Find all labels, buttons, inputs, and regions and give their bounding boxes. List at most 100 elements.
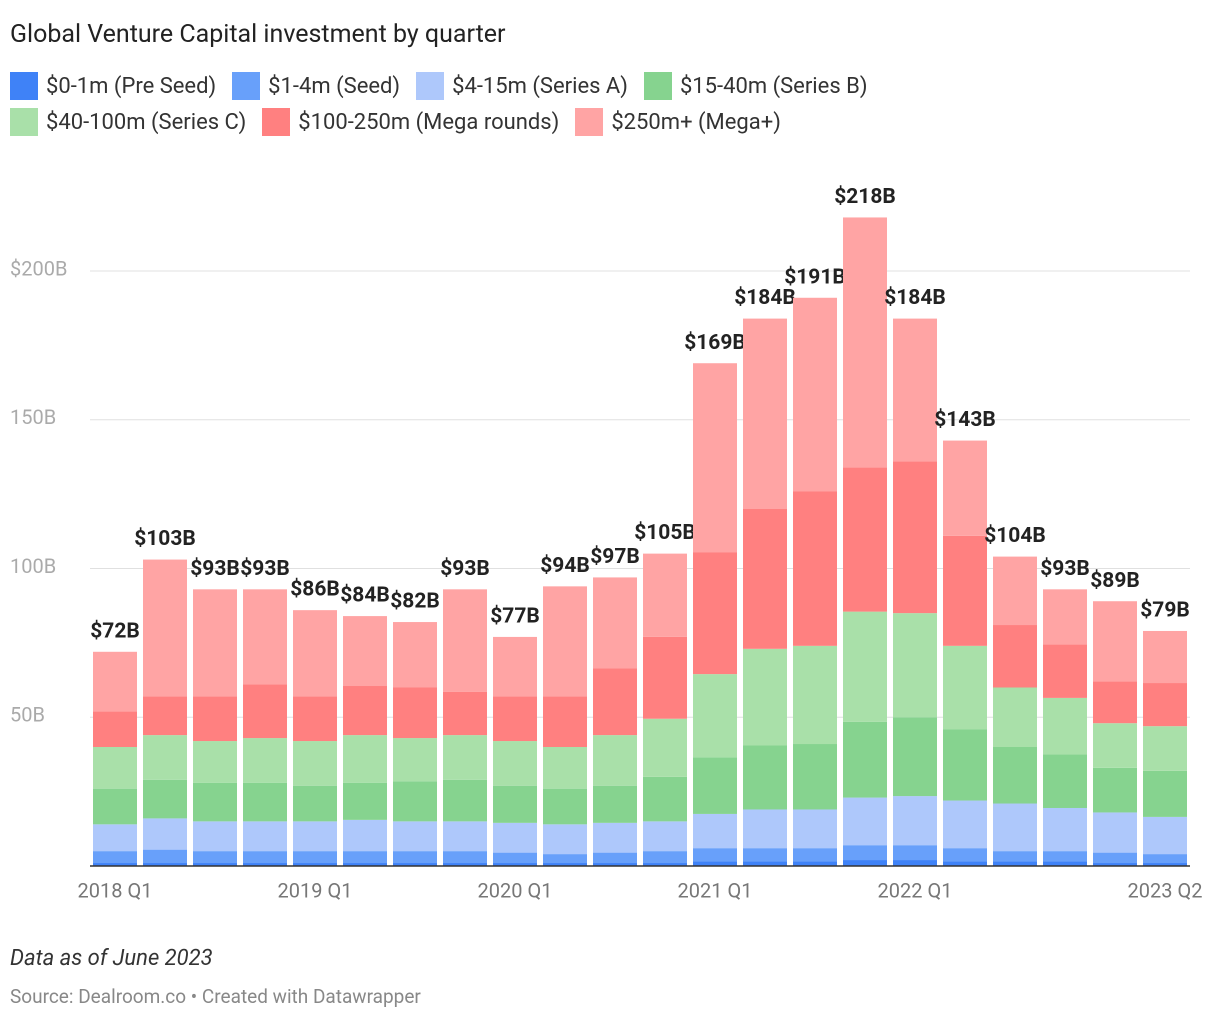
total-label: $143B xyxy=(934,408,996,432)
bar-segment xyxy=(193,821,237,852)
bar-segment xyxy=(243,821,287,852)
bar-segment xyxy=(93,711,137,747)
bar-segment xyxy=(143,818,187,850)
y-tick-label: 150B xyxy=(10,405,56,429)
bar-segment xyxy=(343,686,387,736)
bar-segment xyxy=(1043,754,1087,808)
bar-segment xyxy=(343,782,387,820)
bar-segment xyxy=(593,668,637,736)
bar-segment xyxy=(93,651,137,712)
bar-segment xyxy=(943,440,987,536)
total-label: $84B xyxy=(340,584,390,608)
bar-segment xyxy=(893,461,937,614)
bar-segment xyxy=(893,796,937,846)
bar-segment xyxy=(243,684,287,739)
legend-swatch xyxy=(10,72,38,100)
bar-segment xyxy=(393,781,437,822)
total-label: $77B xyxy=(490,604,540,628)
bar-segment xyxy=(293,785,337,822)
bar-segment xyxy=(843,611,887,722)
bar-segment xyxy=(93,788,137,825)
total-label: $72B xyxy=(90,619,140,643)
x-tick-label: 2023 Q2 xyxy=(1128,878,1203,902)
bar-segment xyxy=(143,696,187,736)
bar-segment xyxy=(543,586,587,697)
bar-segment xyxy=(943,535,987,646)
bar-segment xyxy=(1093,812,1137,853)
bar-segment xyxy=(493,785,537,823)
bar-segment xyxy=(1093,681,1137,724)
bar-segment xyxy=(843,797,887,846)
x-tick-label: 2021 Q1 xyxy=(678,878,753,902)
bar-segment xyxy=(993,747,1037,804)
x-tick-label: 2020 Q1 xyxy=(478,878,553,902)
bar-segment xyxy=(643,821,687,852)
bar-segment xyxy=(1043,861,1087,866)
bar-segment xyxy=(1143,726,1187,771)
bar-segment xyxy=(743,318,787,509)
legend-item: $4-15m (Series A) xyxy=(416,72,628,100)
bar-segment xyxy=(343,851,387,864)
bar-segment xyxy=(743,745,787,810)
bar-segment xyxy=(743,648,787,746)
legend: $0-1m (Pre Seed) $1-4m (Seed) $4-15m (Seri… xyxy=(10,72,960,136)
bar-segment xyxy=(193,696,237,742)
bar-segment xyxy=(1093,863,1137,866)
bar-segment xyxy=(443,589,487,692)
bar-segment xyxy=(793,848,837,862)
bar-segment xyxy=(443,691,487,736)
bar-segment xyxy=(1093,601,1137,682)
bar-segment xyxy=(893,845,937,861)
bar-segment xyxy=(493,741,537,786)
bar-segment xyxy=(1043,807,1087,852)
bar-segment xyxy=(393,851,437,864)
legend-swatch xyxy=(232,72,261,100)
bar-segment xyxy=(143,779,187,819)
bar-segment xyxy=(843,721,887,798)
bar-segment xyxy=(193,851,237,864)
bar-segment xyxy=(543,854,587,864)
bar-segment xyxy=(693,552,737,675)
x-tick-label: 2019 Q1 xyxy=(278,878,353,902)
bar-segment xyxy=(943,729,987,801)
bar-segment xyxy=(393,821,437,852)
bar-segment xyxy=(693,674,737,758)
bar-segment xyxy=(243,782,287,822)
bar-segment xyxy=(143,735,187,780)
bar-segment xyxy=(243,851,287,864)
chart-title: Global Venture Capital investment by qua… xyxy=(10,20,506,49)
total-label: $86B xyxy=(290,578,340,602)
total-label: $93B xyxy=(1040,557,1090,581)
bar-segment xyxy=(393,622,437,688)
bar-segment xyxy=(993,803,1037,852)
legend-label: $0-1m (Pre Seed) xyxy=(46,73,217,99)
bar-segment xyxy=(793,744,837,810)
bar-segment xyxy=(343,819,387,852)
legend-label: $250m+ (Mega+) xyxy=(611,109,781,135)
note: Data as of June 2023 xyxy=(10,946,213,971)
bar-segment xyxy=(843,845,887,861)
bar-segment xyxy=(1043,851,1087,862)
bar-segment xyxy=(593,863,637,866)
bar-segment xyxy=(793,861,837,866)
bar-segment xyxy=(443,821,487,852)
bar-segment xyxy=(143,559,187,697)
bar-segment xyxy=(543,788,587,825)
legend-swatch xyxy=(416,72,445,100)
bar-segment xyxy=(293,696,337,742)
total-label: $218B xyxy=(834,185,896,209)
bar-segment xyxy=(743,809,787,849)
bar-segment xyxy=(443,735,487,780)
bar-segment xyxy=(943,861,987,866)
bar-segment xyxy=(593,852,637,864)
bar-segment xyxy=(993,687,1037,747)
total-label: $184B xyxy=(734,286,796,310)
legend-label: $100-250m (Mega rounds) xyxy=(298,109,560,135)
bar-segment xyxy=(243,589,287,685)
bar-segment xyxy=(343,735,387,783)
total-label: $184B xyxy=(884,286,946,310)
bar-segment xyxy=(1143,816,1187,855)
bar-segment xyxy=(393,738,437,782)
bar-segment xyxy=(443,851,487,864)
